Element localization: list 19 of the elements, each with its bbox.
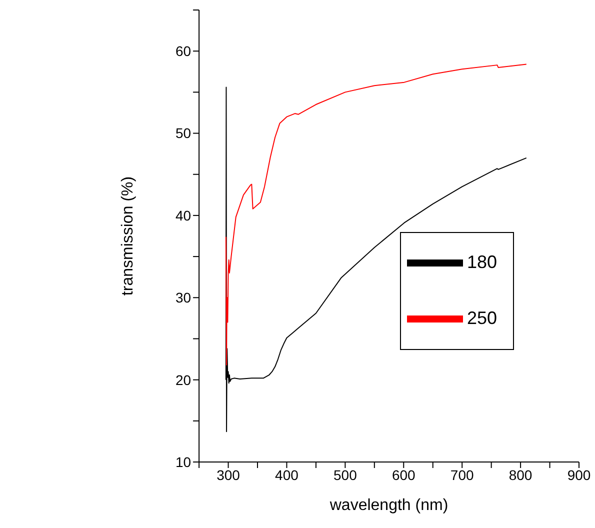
- line-series: [225, 86, 527, 432]
- y-tick-label: 60: [175, 43, 192, 60]
- legend-label: 250: [467, 308, 498, 328]
- x-tick-label: 600: [392, 466, 416, 483]
- y-tick-label: 50: [175, 125, 192, 142]
- x-tick-label: 800: [508, 466, 532, 483]
- x-tick-label: 400: [275, 466, 299, 483]
- y-tick-label: 40: [175, 207, 192, 224]
- x-tick-label: 900: [567, 466, 591, 483]
- line-series: [225, 64, 527, 366]
- y-axis-title: transmission (%): [120, 176, 137, 296]
- x-tick-label: 300: [216, 466, 240, 483]
- x-tick-label: 700: [450, 466, 474, 483]
- y-tick-label: 30: [175, 290, 192, 306]
- x-axis-title: wavelength (nm): [328, 497, 448, 514]
- y-tick-label: 20: [175, 372, 192, 388]
- x-tick-label: 500: [334, 466, 358, 483]
- y-tick-label: 10: [175, 454, 192, 470]
- legend-label: 180: [467, 252, 498, 272]
